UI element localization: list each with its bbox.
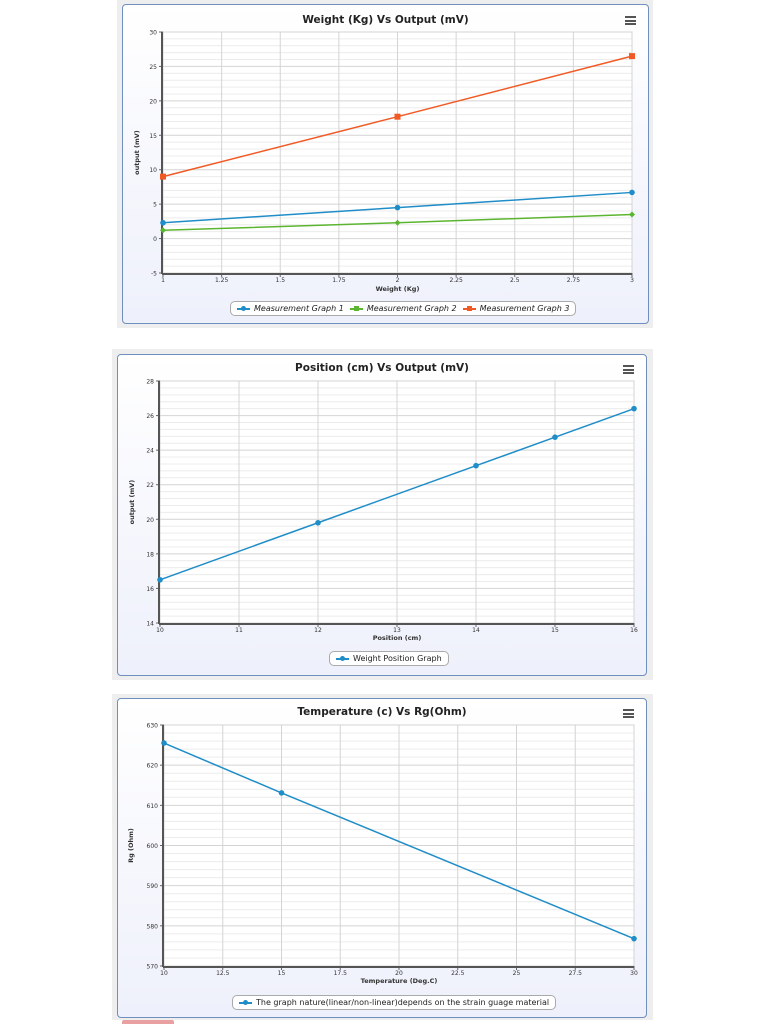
svg-text:2: 2 — [396, 277, 400, 284]
diamond-marker-icon — [349, 304, 363, 313]
chart-1-legend: Measurement Graph 1 Measurement Graph 2 … — [230, 301, 577, 316]
svg-text:20: 20 — [149, 98, 157, 105]
legend-item-weight-position[interactable]: Weight Position Graph — [336, 654, 442, 663]
legend-item-graph-2[interactable]: Measurement Graph 2 — [349, 304, 457, 313]
svg-text:25: 25 — [513, 970, 521, 977]
svg-text:Position (cm): Position (cm) — [373, 634, 422, 642]
svg-text:1.75: 1.75 — [332, 277, 346, 284]
svg-text:12.5: 12.5 — [216, 970, 230, 977]
svg-text:18: 18 — [146, 551, 154, 558]
red-tab-edge — [122, 1020, 174, 1024]
svg-text:25: 25 — [149, 64, 157, 71]
svg-text:2.75: 2.75 — [567, 277, 581, 284]
svg-text:22: 22 — [146, 482, 154, 489]
circle-marker-icon — [336, 654, 349, 663]
svg-text:Rg (Ohm): Rg (Ohm) — [127, 828, 135, 863]
svg-text:10: 10 — [149, 167, 157, 174]
svg-text:2.25: 2.25 — [449, 277, 463, 284]
svg-text:1: 1 — [161, 277, 165, 284]
svg-text:600: 600 — [147, 843, 159, 850]
svg-text:610: 610 — [147, 803, 159, 810]
svg-text:10: 10 — [156, 627, 164, 634]
hamburger-menu-icon[interactable] — [623, 709, 634, 718]
chart-2-legend: Weight Position Graph — [329, 651, 449, 666]
legend-item-strain-guage[interactable]: The graph nature(linear/non-linear)depen… — [239, 998, 549, 1007]
legend-item-graph-1[interactable]: Measurement Graph 1 — [237, 304, 344, 313]
svg-text:30: 30 — [149, 30, 157, 37]
svg-text:13: 13 — [393, 627, 401, 634]
svg-text:Temperature (Deg.C): Temperature (Deg.C) — [361, 977, 438, 985]
svg-text:20: 20 — [146, 517, 154, 524]
svg-text:590: 590 — [147, 883, 159, 890]
hamburger-menu-icon[interactable] — [625, 16, 636, 25]
svg-text:Weight (Kg): Weight (Kg) — [376, 285, 420, 293]
hamburger-menu-icon[interactable] — [623, 365, 634, 374]
svg-text:20: 20 — [395, 970, 403, 977]
chart-3-plot: 570 580 590 600 610 620 630 10 12.5 15 17.5 20 22.5 2… — [127, 723, 638, 986]
svg-text:17.5: 17.5 — [334, 970, 348, 977]
svg-text:580: 580 — [147, 923, 159, 930]
svg-text:15: 15 — [551, 627, 559, 634]
svg-text:10: 10 — [160, 970, 168, 977]
svg-text:22.5: 22.5 — [451, 970, 465, 977]
square-marker-icon — [462, 304, 476, 313]
svg-text:1.25: 1.25 — [215, 277, 229, 284]
svg-text:0: 0 — [153, 236, 157, 243]
svg-text:3: 3 — [630, 277, 634, 284]
svg-text:12: 12 — [314, 627, 322, 634]
svg-text:output (mV): output (mV) — [128, 480, 136, 525]
svg-text:14: 14 — [472, 627, 480, 634]
svg-text:26: 26 — [146, 413, 154, 420]
chart-2-plot: 14 16 18 20 22 24 26 28 10 11 12 13 14 15 16 Position (… — [128, 379, 638, 643]
chart-3-legend: The graph nature(linear/non-linear)depen… — [232, 995, 557, 1010]
svg-text:-5: -5 — [151, 271, 157, 278]
svg-text:15: 15 — [149, 133, 157, 140]
svg-text:570: 570 — [147, 964, 159, 971]
svg-text:24: 24 — [146, 448, 154, 455]
svg-text:16: 16 — [630, 627, 638, 634]
chart-3-title: Temperature (c) Vs Rg(Ohm) — [297, 706, 467, 718]
svg-text:11: 11 — [235, 627, 243, 634]
svg-text:16: 16 — [146, 586, 154, 593]
chart-1-title: Weight (Kg) Vs Output (mV) — [302, 14, 469, 26]
svg-text:28: 28 — [146, 379, 154, 386]
svg-text:1.5: 1.5 — [275, 277, 285, 284]
svg-text:630: 630 — [147, 723, 159, 730]
svg-text:30: 30 — [630, 970, 638, 977]
svg-text:14: 14 — [146, 621, 154, 628]
svg-text:output (mV): output (mV) — [133, 130, 141, 175]
svg-text:27.5: 27.5 — [569, 970, 583, 977]
svg-text:2.5: 2.5 — [510, 277, 520, 284]
svg-text:15: 15 — [278, 970, 286, 977]
legend-item-graph-3[interactable]: Measurement Graph 3 — [462, 304, 569, 313]
circle-marker-icon — [239, 998, 252, 1007]
circle-marker-icon — [237, 304, 250, 313]
svg-text:5: 5 — [153, 202, 157, 209]
svg-text:620: 620 — [147, 763, 159, 770]
chart-2-title: Position (cm) Vs Output (mV) — [295, 362, 469, 374]
chart-1-plot: -5 0 5 10 15 20 25 30 1 1.25 1.5 1.75 2 2.25 2.5 2.75 3 W… — [133, 30, 635, 293]
